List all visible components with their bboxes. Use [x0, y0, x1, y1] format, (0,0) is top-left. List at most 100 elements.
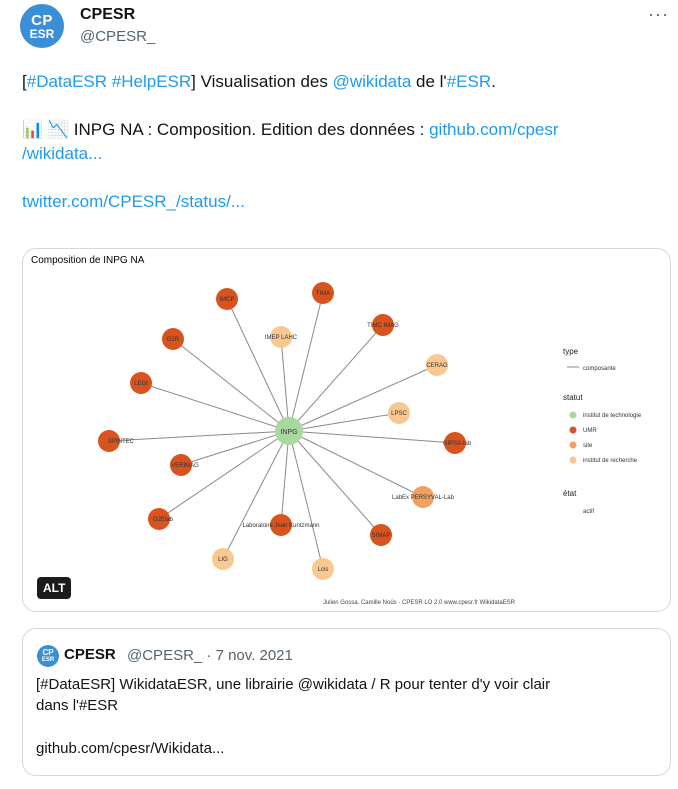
graph-edge: [288, 364, 438, 432]
graph-node-label: LIG: [218, 557, 228, 563]
graph-node: [98, 430, 120, 452]
graph-node-label: Laboratoire Jean Kuntzmann: [242, 523, 319, 529]
hashtag-helpesr[interactable]: #HelpESR: [111, 72, 192, 91]
graph-node-label: VERIMAG: [171, 463, 199, 469]
graph-node: [148, 508, 170, 530]
graph-node-label: G2R: [167, 337, 180, 343]
graph-node-label: TIMC IMAG: [367, 323, 399, 329]
graph-node: [372, 314, 394, 336]
graph-node: [162, 328, 184, 350]
legend-statut-heading: statut: [563, 393, 583, 402]
author-handle[interactable]: @CPESR_: [80, 28, 156, 45]
graph-node: [426, 354, 448, 376]
graph-node-label: Lcis: [318, 567, 329, 573]
graph-node: [216, 288, 238, 310]
media-image[interactable]: Composition de INPG NA IMCP TIMA IMEP LAHC…: [22, 248, 671, 612]
graph-node: [444, 432, 466, 454]
legend-etat-item: actif: [583, 509, 594, 515]
graph-node-label: LEGI: [134, 381, 148, 387]
graph-edge: [180, 430, 290, 466]
text-segment-3: INPG NA : Composition. Edition des donné…: [69, 120, 430, 139]
graph-edge: [288, 324, 384, 432]
graph-node-center: [275, 417, 303, 445]
quoted-github-link[interactable]: github.com/cpesr/Wikidata...: [36, 740, 225, 757]
legend-statut-swatch: [569, 426, 577, 434]
quoted-tweet-card[interactable]: [22, 628, 671, 776]
legend-statut-swatch: [569, 456, 577, 464]
graph-node: [212, 548, 234, 570]
alt-text-button[interactable]: ALT: [37, 577, 72, 599]
graph-node-label: IMCP: [220, 297, 235, 303]
graph-node-label: CERAG: [426, 363, 448, 369]
graph-node-label: LPSC: [391, 411, 407, 417]
graph-edge: [288, 412, 400, 432]
graph-node-label: GIPSA-lab: [443, 441, 472, 447]
graph-edge: [280, 336, 290, 432]
text-bracket: [: [22, 72, 27, 91]
graph-node: [412, 486, 434, 508]
graph-node: [370, 524, 392, 546]
tweet-line-2: 📊 📉 INPG NA : Composition. Edition des d…: [22, 118, 662, 142]
graph-node-label: IMEP LAHC: [265, 335, 298, 341]
tweet-text: [#DataESR #HelpESR] Visualisation des @w…: [22, 70, 662, 214]
legend-statut-label: site: [583, 443, 593, 449]
graph-edge: [226, 298, 290, 432]
graph-edge: [140, 382, 290, 432]
graph-edge: [288, 430, 324, 570]
github-link[interactable]: github.com/cpesr: [429, 120, 559, 139]
quoted-author-meta: @CPESR_ · 7 nov. 2021: [127, 647, 293, 664]
quoted-text-line-1: [#DataESR] WikidataESR, une librairie @w…: [36, 676, 551, 693]
graph-edge: [172, 338, 290, 432]
avatar-text-1: CP: [31, 11, 53, 29]
more-options-icon[interactable]: ···: [648, 4, 669, 24]
graph-node-center-label: INPG: [280, 429, 297, 436]
avatar-text-2: ESR: [29, 26, 55, 41]
quoted-tweet-text: [#DataESR] WikidataESR, une librairie @w…: [36, 674, 656, 716]
graph-node-label: SPINTEC: [108, 439, 135, 445]
graph-edge: [288, 430, 382, 536]
graph-title: Composition de INPG NA: [31, 255, 145, 266]
graph-edge: [288, 292, 324, 432]
graph-node: [270, 326, 292, 348]
graph-node: [130, 372, 152, 394]
network-graph: Composition de INPG NA IMCP TIMA IMEP LAHC…: [31, 255, 642, 606]
tweet-line-1: [#DataESR #HelpESR] Visualisation des @w…: [22, 70, 662, 94]
graph-credit: Julien Gossa, Camille Noûs · CPESR LO 2.…: [323, 600, 516, 606]
graph-node: [270, 514, 292, 536]
graph-edge: [288, 430, 424, 498]
hashtag-esr[interactable]: #ESR: [446, 72, 492, 91]
author-display-name[interactable]: CPESR: [80, 6, 136, 23]
github-link-continued[interactable]: /wikidata...: [22, 144, 103, 163]
quoted-avatar-text-1: CP: [42, 648, 54, 657]
graph-edge: [108, 430, 290, 442]
quoted-text-line-2: dans l'#ESR: [36, 697, 119, 714]
text-segment: ] Visualisation des: [191, 72, 333, 91]
text-period: .: [491, 72, 496, 91]
hashtag-dataesr[interactable]: #DataESR: [26, 72, 108, 91]
quoted-avatar[interactable]: CP ESR: [37, 645, 59, 667]
graph-node-label: SIMAP: [372, 533, 391, 539]
legend-etat-heading: état: [563, 489, 577, 498]
twitter-status-link[interactable]: twitter.com/CPESR_/status/...: [22, 192, 245, 211]
legend-type-item: composante: [583, 366, 616, 372]
quoted-avatar-text-2: ESR: [41, 657, 55, 663]
graph-edge: [222, 430, 290, 560]
legend-type-heading: type: [563, 347, 579, 356]
legend-statut-label: institut de recherche: [583, 458, 638, 464]
graph-edge: [288, 430, 456, 444]
graph-node-label: TIMA: [316, 291, 330, 297]
quoted-author-name[interactable]: CPESR: [64, 646, 116, 663]
legend-statut-swatch: [569, 441, 577, 449]
graph-node-label: LabEx PERSYVAL-Lab: [392, 495, 455, 501]
graph-node: [312, 558, 334, 580]
mention-wikidata[interactable]: @wikidata: [332, 72, 412, 91]
author-avatar[interactable]: CP ESR: [20, 4, 64, 48]
text-segment-2: de l': [411, 72, 447, 91]
graph-edge: [280, 430, 290, 526]
legend-statut-label: UMR: [583, 428, 597, 434]
graph-node-label: G2Elab: [153, 517, 174, 523]
graph-edge: [158, 430, 290, 520]
chart-emoji-icon: 📊 📉: [22, 120, 70, 139]
graph-node: [388, 402, 410, 424]
graph-node: [170, 454, 192, 476]
